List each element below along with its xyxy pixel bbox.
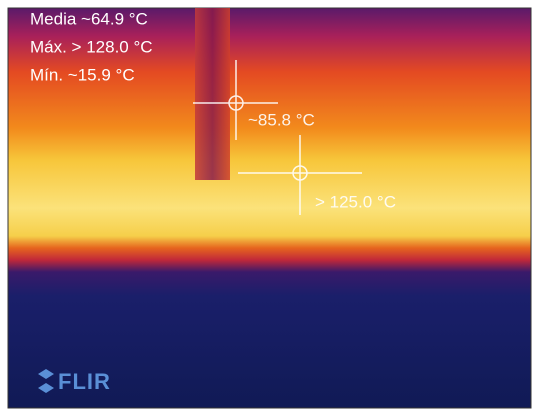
pipe: [195, 8, 230, 180]
min-temp: Mín. ~15.9 °C: [30, 65, 135, 84]
brand-logo: FLIR: [58, 369, 111, 394]
max-temp: Máx. > 128.0 °C: [30, 37, 153, 56]
spot-label: > 125.0 °C: [315, 192, 396, 211]
thermal-screenshot: Media ~64.9 °C Máx. > 128.0 °C Mín. ~15.…: [0, 0, 539, 415]
spot-label: ~85.8 °C: [248, 110, 315, 129]
mean-temp: Media ~64.9 °C: [30, 9, 148, 28]
